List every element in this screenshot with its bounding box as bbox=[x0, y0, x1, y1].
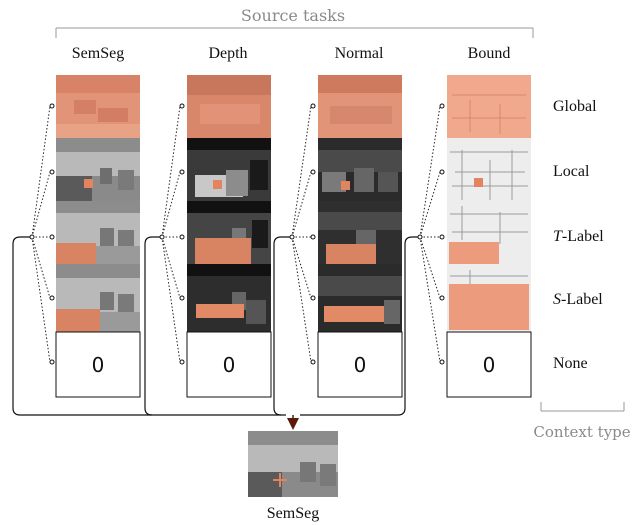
bound-column: 0 bbox=[446, 75, 532, 398]
context-type-label: Context type bbox=[533, 423, 630, 441]
row-label-slabel-italic: S bbox=[553, 291, 561, 308]
row-label-slabel: S-Label bbox=[553, 291, 603, 308]
semseg-tlabel-thumbnail bbox=[56, 201, 140, 264]
normal-slabel-thumbnail bbox=[318, 264, 402, 332]
bound-connectors bbox=[419, 105, 441, 363]
column-label-depth: Depth bbox=[208, 45, 247, 62]
semseg-none-value: 0 bbox=[92, 353, 105, 377]
normal-local-thumbnail bbox=[318, 138, 402, 201]
bound-none-box bbox=[446, 331, 532, 398]
normal-connector-dots bbox=[289, 103, 316, 365]
row-label-tlabel-italic: T bbox=[553, 228, 563, 245]
output-thumbnail bbox=[248, 431, 338, 497]
row-label-global: Global bbox=[553, 98, 597, 115]
normal-tlabel-thumbnail bbox=[318, 201, 402, 264]
depth-global-thumbnail bbox=[187, 75, 271, 138]
bound-tlabel-thumbnail bbox=[447, 201, 531, 264]
semseg-connectors bbox=[31, 105, 51, 363]
normal-none-box bbox=[317, 331, 403, 398]
normal-connectors bbox=[291, 105, 312, 363]
semseg-none-box bbox=[55, 331, 141, 398]
row-label-slabel-rest: -Label bbox=[561, 291, 603, 308]
target-cross-icon bbox=[273, 473, 287, 487]
bound-connector-dots bbox=[417, 103, 445, 365]
row-label-tlabel: T-Label bbox=[553, 228, 604, 245]
depth-slabel-thumbnail bbox=[187, 264, 271, 332]
depth-none-box bbox=[186, 331, 272, 398]
normal-column: 0 bbox=[317, 75, 403, 398]
semseg-column: 0 bbox=[55, 75, 141, 398]
bound-global-thumbnail bbox=[447, 75, 531, 138]
bound-local-thumbnail bbox=[447, 138, 531, 201]
column-label-semseg: SemSeg bbox=[72, 45, 124, 62]
row-label-local: Local bbox=[553, 163, 590, 180]
bound-slabel-thumbnail bbox=[447, 264, 531, 332]
semseg-local-thumbnail bbox=[56, 138, 140, 201]
output-label: SemSeg bbox=[267, 505, 319, 522]
column-label-bound: Bound bbox=[468, 45, 511, 62]
normal-none-value: 0 bbox=[354, 353, 367, 377]
semseg-connector-dots bbox=[29, 103, 55, 365]
depth-local-thumbnail bbox=[187, 138, 271, 201]
depth-column: 0 bbox=[186, 75, 272, 398]
context-type-bracket bbox=[540, 402, 625, 412]
depth-tlabel-thumbnail bbox=[187, 201, 271, 264]
source-tasks-label: Source tasks bbox=[241, 6, 345, 25]
depth-connectors bbox=[161, 105, 181, 363]
semseg-slabel-thumbnail bbox=[56, 264, 140, 332]
depth-none-value: 0 bbox=[223, 353, 236, 377]
semseg-global-thumbnail bbox=[56, 75, 140, 138]
bound-none-value: 0 bbox=[483, 353, 496, 377]
normal-global-thumbnail bbox=[318, 75, 402, 138]
routing-lines bbox=[12, 236, 418, 416]
row-label-tlabel-rest: -Label bbox=[562, 228, 604, 245]
depth-connector-dots bbox=[159, 103, 185, 365]
source-tasks-bracket bbox=[55, 27, 534, 38]
column-label-normal: Normal bbox=[335, 45, 384, 62]
row-label-none: None bbox=[553, 355, 588, 372]
